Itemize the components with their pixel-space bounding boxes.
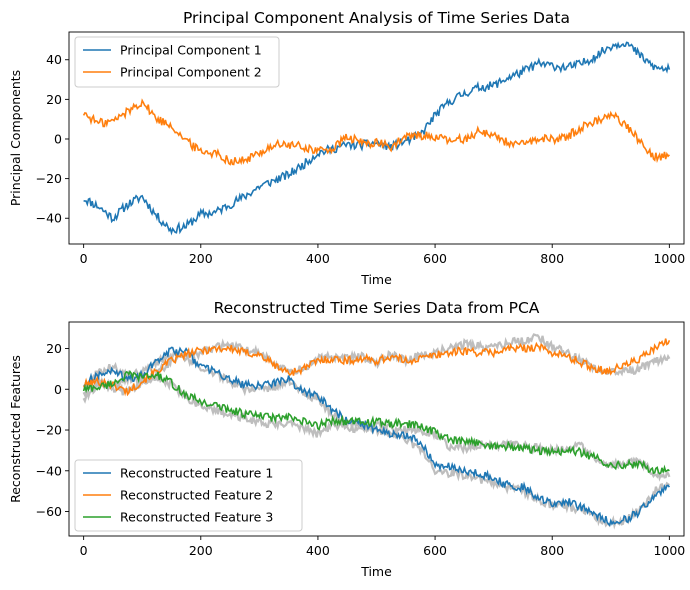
legend-item-feature-3: Reconstructed Feature 3 [83,510,273,525]
y-tick-label: −60 [36,504,62,519]
series-line-2 [82,98,670,166]
x-tick-label: 800 [540,251,564,266]
x-tick-label: 1000 [653,251,685,266]
y-axis-label: Reconstructed Features [8,355,23,503]
legend-box [74,36,280,88]
x-tick-label: 600 [423,251,447,266]
pca-components-chart: Principal Component Analysis of Time Ser… [8,9,685,287]
y-tick-label: 0 [54,131,62,146]
legend-item-feature-1: Reconstructed Feature 1 [83,466,273,481]
y-tick-label: 0 [54,382,62,397]
axis-ticks: 0 200 400 600 800 1000 −40 −20 0 20 40 [36,52,686,266]
reconstruction-chart: Reconstructed Time Series Data from PCA … [8,299,685,579]
x-tick-label: 400 [306,543,330,558]
x-tick-label: 600 [423,543,447,558]
series-lines [82,333,671,530]
x-tick-label: 800 [540,543,564,558]
chart-title: Principal Component Analysis of Time Ser… [183,9,570,27]
chart-title: Reconstructed Time Series Data from PCA [214,299,540,317]
legend-label-feature-1: Reconstructed Feature 1 [120,466,273,481]
x-tick-label: 200 [189,543,213,558]
legend: Reconstructed Feature 1 Reconstructed Fe… [74,459,303,532]
y-tick-label: 40 [46,52,62,67]
legend-label-pc1: Principal Component 1 [120,43,262,58]
series-line-1 [83,41,671,236]
series-line-3 [82,370,670,475]
x-axis-label: Time [360,272,392,287]
x-axis-label: Time [360,564,392,579]
series-lines [82,41,671,236]
y-tick-label: 20 [46,92,62,107]
legend-box [74,459,303,532]
x-tick-label: 0 [80,543,88,558]
plot-frame [68,321,685,537]
legend-item-pc2: Principal Component 2 [83,65,262,80]
x-tick-label: 1000 [653,543,685,558]
y-tick-label: −20 [36,423,62,438]
y-tick-label: −40 [36,211,62,226]
y-tick-label: 20 [46,341,62,356]
y-tick-label: −20 [36,171,62,186]
series-line-1 [83,346,671,527]
legend-label-feature-3: Reconstructed Feature 3 [120,510,273,525]
x-tick-label: 200 [189,251,213,266]
legend-item-feature-2: Reconstructed Feature 2 [83,488,273,503]
legend-label-feature-2: Reconstructed Feature 2 [120,488,273,503]
legend-label-pc2: Principal Component 2 [120,65,262,80]
x-tick-label: 400 [306,251,330,266]
y-tick-label: −40 [36,463,62,478]
legend: Principal Component 1 Principal Componen… [74,36,280,88]
axis-ticks: 0 200 400 600 800 1000 −60 −40 −20 0 20 [36,341,686,558]
y-axis-label: Principal Components [8,70,23,206]
plot-frame [68,31,685,245]
legend-item-pc1: Principal Component 1 [83,43,262,58]
series-line-2 [82,338,671,397]
x-tick-label: 0 [80,251,88,266]
